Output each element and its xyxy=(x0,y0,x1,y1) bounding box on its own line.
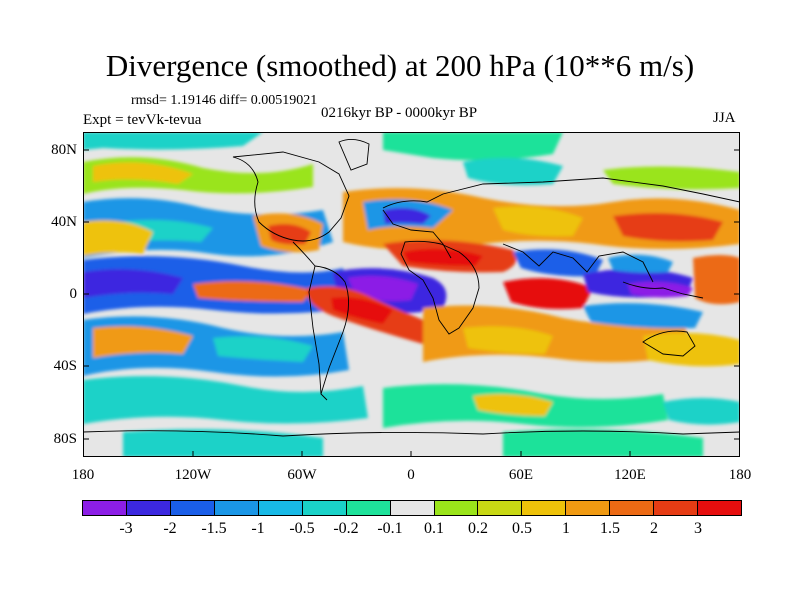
lon-label-60e: 60E xyxy=(508,467,534,483)
colorbar-label: -0.5 xyxy=(289,520,315,537)
divergence-map xyxy=(83,132,740,457)
lon-label-180w: 180 xyxy=(71,467,95,483)
colorbar-label: 2 xyxy=(650,520,658,537)
colorbar-swatch xyxy=(302,501,347,515)
lon-label-120e: 120E xyxy=(614,467,646,483)
colorbar-swatch xyxy=(654,501,699,515)
period-label: 0216kyr BP - 0000kyr BP xyxy=(321,105,478,121)
lon-label-60w: 60W xyxy=(287,467,317,483)
colorbar-label: 1 xyxy=(562,520,570,537)
colorbar-label: -1 xyxy=(251,520,265,537)
colorbar-label: 3 xyxy=(694,520,702,537)
lat-label-40n: 40N xyxy=(51,214,77,230)
lon-label-180e: 180 xyxy=(728,467,752,483)
colorbar-label: 0.1 xyxy=(424,520,444,537)
colorbar-label: 0.5 xyxy=(512,520,532,537)
colorbar-label: -3 xyxy=(119,520,133,537)
colorbar-swatch xyxy=(522,501,567,515)
colorbar-label: -2 xyxy=(163,520,177,537)
lat-label-40s: 40S xyxy=(53,358,77,374)
rmsd-diff-stats: rmsd= 1.19146 diff= 0.00519021 xyxy=(131,93,318,108)
colorbar-swatch xyxy=(698,501,742,515)
colorbar-swatch xyxy=(214,501,259,515)
lon-label-0: 0 xyxy=(407,467,415,483)
lat-label-80n: 80N xyxy=(51,142,77,158)
season-label: JJA xyxy=(713,110,736,126)
colorbar-swatch xyxy=(390,501,435,515)
experiment-label: Expt = tevVk-tevua xyxy=(83,112,202,128)
colorbar-swatch xyxy=(126,501,171,515)
lon-label-120w: 120W xyxy=(174,467,212,483)
colorbar-swatch xyxy=(610,501,655,515)
colorbar-swatch xyxy=(346,501,391,515)
map-ticks xyxy=(83,149,740,457)
lat-label-80s: 80S xyxy=(53,431,77,447)
plot-title: Divergence (smoothed) at 200 hPa (10**6 … xyxy=(105,48,695,83)
colorbar-swatch xyxy=(170,501,215,515)
colorbar-swatch xyxy=(258,501,303,515)
colorbar-label: -1.5 xyxy=(201,520,227,537)
coastlines xyxy=(83,139,740,437)
colorbar-label: -0.1 xyxy=(377,520,403,537)
colorbar-swatch xyxy=(83,501,127,515)
colorbar-label: -0.2 xyxy=(333,520,359,537)
colorbar xyxy=(82,500,742,516)
colorbar-label: 1.5 xyxy=(600,520,620,537)
lat-label-0: 0 xyxy=(69,286,78,302)
colorbar-swatch xyxy=(478,501,523,515)
colorbar-swatch xyxy=(566,501,611,515)
colorbar-label: 0.2 xyxy=(468,520,488,537)
colorbar-swatch xyxy=(434,501,479,515)
